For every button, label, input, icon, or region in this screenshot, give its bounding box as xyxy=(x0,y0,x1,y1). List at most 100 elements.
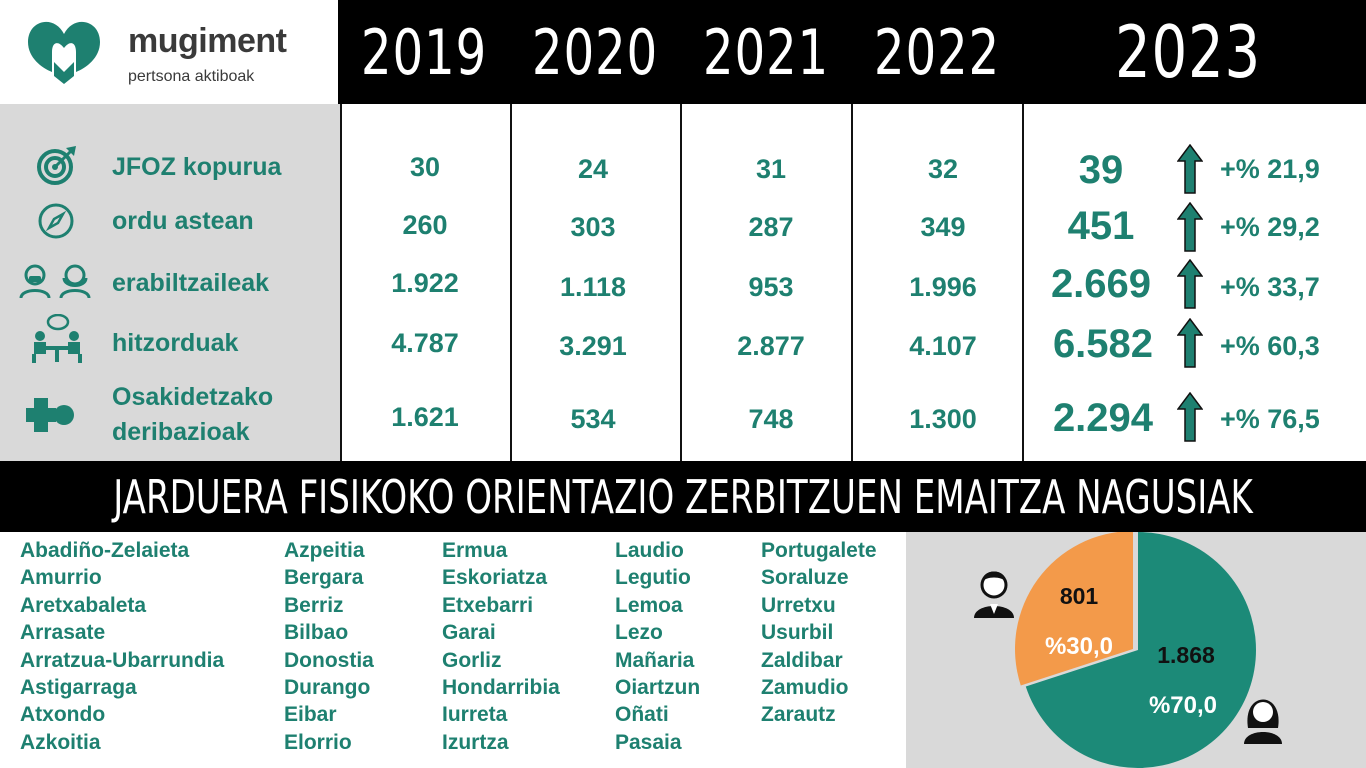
town-name: Aretxabaleta xyxy=(20,593,147,617)
value-2023: 2.294 xyxy=(1052,396,1154,440)
town-name: Donostia xyxy=(284,648,374,672)
value-2022: 4.107 xyxy=(909,331,977,361)
town-name: Oñati xyxy=(615,703,669,727)
town-name: Mañaria xyxy=(615,648,695,672)
label-erabiltzaileak: erabiltzaileak xyxy=(112,269,270,297)
town-name: Laudio xyxy=(615,539,684,562)
value-2023: 451 xyxy=(1067,204,1135,248)
year-2022: 2022 xyxy=(873,15,1001,89)
town-name: Azpeitia xyxy=(284,539,365,562)
town-name: Arrasate xyxy=(20,621,106,645)
town-name: Lezo xyxy=(615,621,663,645)
town-name: Izurtza xyxy=(442,730,509,754)
label-osakidetzako: Osakidetzako xyxy=(112,383,274,411)
value-2023: 39 xyxy=(1078,148,1124,192)
year-2023: 2023 xyxy=(1114,10,1262,94)
label-jfoz-kopurua: JFOZ kopurua xyxy=(112,153,282,181)
town-name: Lemoa xyxy=(615,593,683,617)
female-icon xyxy=(1244,699,1282,744)
value-2019: 1.922 xyxy=(391,268,459,298)
value-2022: 32 xyxy=(927,154,959,184)
value-2022: 1.300 xyxy=(909,404,977,434)
town-name: Azkoitia xyxy=(20,730,101,754)
year-2019: 2019 xyxy=(360,15,488,89)
female-percent-label: %70,0 xyxy=(1149,692,1217,719)
value-2021: 31 xyxy=(755,154,787,184)
target-icon xyxy=(37,146,76,185)
change-percent: +% 29,2 xyxy=(1220,212,1320,242)
value-2020: 1.118 xyxy=(559,272,627,302)
town-name: Ermua xyxy=(442,539,508,562)
town-name: Zaldibar xyxy=(761,648,843,672)
town-name: Pasaia xyxy=(615,730,682,754)
osakidetza-icon xyxy=(26,398,74,432)
value-2020: 534 xyxy=(570,404,616,434)
town-name: Hondarribia xyxy=(442,676,560,700)
change-percent: +% 76,5 xyxy=(1220,404,1320,434)
year-header: 2019 2020 2021 2022 2023 xyxy=(338,0,1366,104)
town-column-4: Laudio Legutio Lemoa Lezo Mañaria Oiartz… xyxy=(615,537,700,756)
meeting-icon xyxy=(32,314,82,363)
town-name: Durango xyxy=(284,676,371,700)
value-2021: 2.877 xyxy=(737,331,805,361)
town-name: Berriz xyxy=(284,593,344,617)
town-column-1: Abadiño-Zelaieta Amurrio Aretxabaleta Ar… xyxy=(20,537,224,756)
male-count-label: 801 xyxy=(1060,583,1099,609)
town-name: Abadiño-Zelaieta xyxy=(20,539,190,562)
change-percent: +% 21,9 xyxy=(1220,154,1320,184)
value-2023: 2.669 xyxy=(1050,262,1152,306)
label-ordu-astean: ordu astean xyxy=(112,207,254,235)
value-2020: 303 xyxy=(570,212,616,242)
value-2019: 4.787 xyxy=(391,328,459,358)
town-name: Soraluze xyxy=(761,566,849,590)
town-column-5: Portugalete Soraluze Urretxu Usurbil Zal… xyxy=(761,537,877,729)
arrow-up-icon xyxy=(1177,392,1203,442)
pie-slice-female xyxy=(1025,532,1256,768)
value-2019: 260 xyxy=(402,210,448,240)
male-percent-label: %30,0 xyxy=(1045,633,1113,660)
town-name: Urretxu xyxy=(761,593,836,617)
mugiment-logo-icon xyxy=(28,21,100,84)
town-name: Garai xyxy=(442,621,496,645)
town-name: Elorrio xyxy=(284,730,352,754)
arrow-up-icon xyxy=(1177,202,1203,252)
users-icon xyxy=(19,264,91,299)
town-name: Eibar xyxy=(284,703,337,727)
town-name: Oiartzun xyxy=(615,676,701,700)
value-2020: 24 xyxy=(577,154,609,184)
town-column-2: Azpeitia Bergara Berriz Bilbao Donostia … xyxy=(284,537,374,756)
female-count-label: 1.868 xyxy=(1157,642,1215,668)
town-name: Amurrio xyxy=(20,566,102,590)
arrow-up-icon xyxy=(1177,259,1203,309)
compass-icon xyxy=(38,203,74,239)
value-2022: 349 xyxy=(920,212,966,242)
label-deribazioak: deribazioak xyxy=(112,418,250,446)
value-2019: 30 xyxy=(409,152,441,182)
pie-slice-male xyxy=(1015,532,1133,686)
value-2019: 1.621 xyxy=(391,402,459,432)
page-title: JARDUERA FISIKOKO ORIENTAZIO ZERBITZUEN … xyxy=(113,469,1253,524)
town-name: Eskoriatza xyxy=(442,566,548,590)
town-name: Legutio xyxy=(615,566,691,590)
value-2021: 287 xyxy=(748,212,794,242)
town-name: Iurreta xyxy=(442,703,508,727)
town-name: Bergara xyxy=(284,566,364,590)
value-2021: 748 xyxy=(748,404,794,434)
town-name: Astigarraga xyxy=(20,676,137,700)
change-percent: +% 60,3 xyxy=(1220,331,1320,361)
gender-pie-panel: 801 %30,0 1.868 %70,0 xyxy=(906,532,1366,768)
town-name: Portugalete xyxy=(761,539,877,562)
logo-name: mugiment xyxy=(128,22,287,60)
town-name: Etxebarri xyxy=(442,593,534,617)
town-name: Arratzua-Ubarrundia xyxy=(20,648,225,672)
male-icon xyxy=(974,571,1014,618)
value-2020: 3.291 xyxy=(559,331,627,361)
label-hitzorduak: hitzorduak xyxy=(112,329,239,357)
title-banner: JARDUERA FISIKOKO ORIENTAZIO ZERBITZUEN … xyxy=(0,461,1366,532)
value-2022: 1.996 xyxy=(909,272,977,302)
arrow-up-icon xyxy=(1177,144,1203,194)
year-2021: 2021 xyxy=(702,15,830,89)
logo: mugiment pertsona aktiboak xyxy=(0,0,338,104)
town-name: Bilbao xyxy=(284,621,349,645)
town-name: Atxondo xyxy=(20,703,106,727)
